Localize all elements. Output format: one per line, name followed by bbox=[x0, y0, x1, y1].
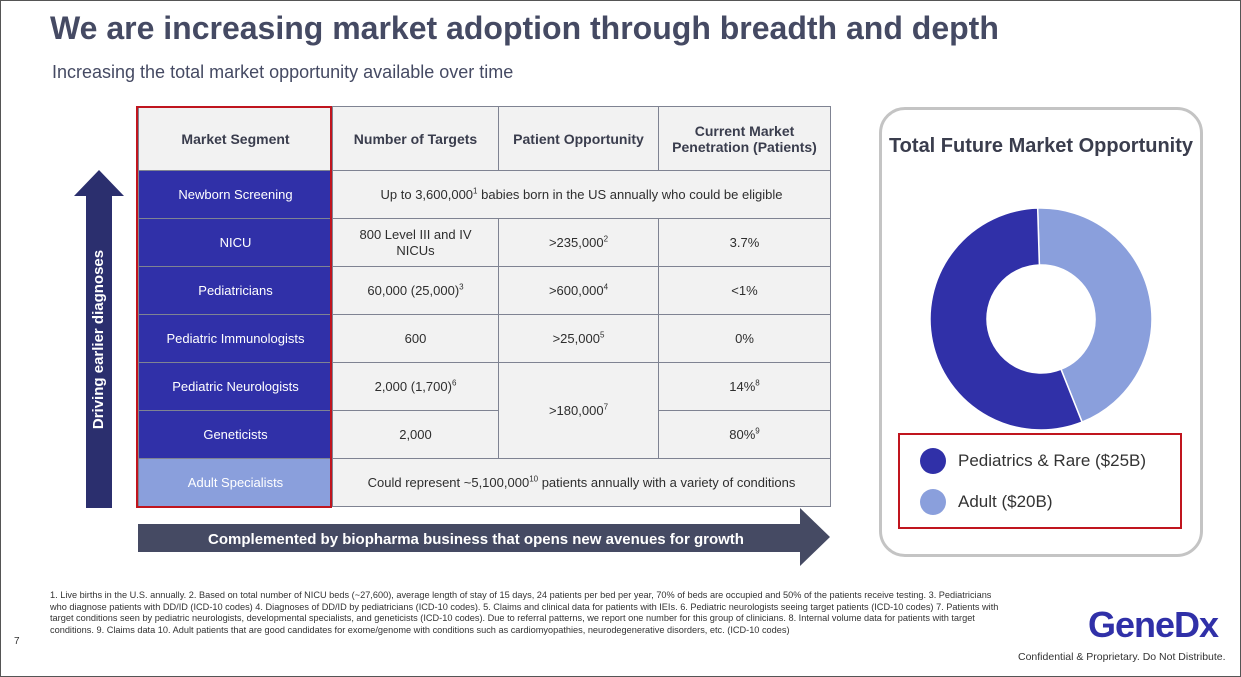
market-opportunity-panel: Total Future Market Opportunity Pediatri… bbox=[879, 107, 1203, 557]
pediatricians-penetration: <1% bbox=[658, 266, 831, 315]
segment-pediatric-neurologists: Pediatric Neurologists bbox=[138, 362, 333, 411]
footnotes: 1. Live births in the U.S. annually. 2. … bbox=[50, 590, 999, 635]
genedx-logo: GeneDx bbox=[1088, 604, 1219, 645]
biopharma-label: Complemented by biopharma business that … bbox=[208, 530, 744, 548]
table-row: Geneticists 2,000 80%9 bbox=[138, 410, 831, 459]
segment-pediatricians: Pediatricians bbox=[138, 266, 333, 315]
market-donut-chart bbox=[929, 207, 1153, 431]
header-patient-opportunity: Patient Opportunity bbox=[498, 106, 659, 171]
biopharma-arrow bbox=[138, 508, 830, 566]
neurologists-targets: 2,000 (1,700)6 bbox=[332, 362, 499, 411]
donut-slice-pediatrics-rare bbox=[929, 207, 1084, 431]
immunologists-targets: 600 bbox=[332, 314, 499, 363]
legend-label-pediatrics: Pediatrics & Rare ($25B) bbox=[958, 451, 1147, 470]
pediatricians-opportunity: >600,0004 bbox=[498, 266, 659, 315]
segment-geneticists: Geneticists bbox=[138, 410, 333, 459]
segment-nicu: NICU bbox=[138, 218, 333, 267]
header-market-segment: Market Segment bbox=[138, 106, 333, 171]
header-current-penetration: Current Market Penetration (Patients) bbox=[658, 106, 831, 171]
legend-label-adult: Adult ($20B) bbox=[958, 492, 1053, 511]
driving-earlier-label: Driving earlier diagnoses bbox=[90, 249, 108, 429]
header-number-of-targets: Number of Targets bbox=[332, 106, 499, 171]
legend-dot-pediatrics bbox=[920, 448, 946, 474]
panel-title: Total Future Market Opportunity bbox=[888, 135, 1194, 157]
table-row: Pediatric Immunologists 600 >25,0005 0% bbox=[138, 314, 831, 363]
driving-earlier-arrow bbox=[74, 170, 124, 508]
table-row: NICU 800 Level III and IV NICUs >235,000… bbox=[138, 218, 831, 267]
page-subtitle: Increasing the total market opportunity … bbox=[52, 62, 514, 82]
geneticists-targets: 2,000 bbox=[332, 410, 499, 459]
donut-slice-adult bbox=[1036, 207, 1153, 424]
market-segment-table: Market Segment Number of Targets Patient… bbox=[138, 106, 831, 507]
table-row: Pediatric Neurologists 2,000 (1,700)6 >1… bbox=[138, 362, 831, 459]
neuro-genetics-opportunity: >180,0007 bbox=[498, 362, 659, 459]
page-number: 7 bbox=[14, 636, 20, 647]
nicu-opportunity: >235,0002 bbox=[498, 218, 659, 267]
table-row: Pediatricians 60,000 (25,000)3 >600,0004… bbox=[138, 266, 831, 315]
legend-item-pediatrics: Pediatrics & Rare ($25B) bbox=[920, 447, 1146, 475]
newborn-description: Up to 3,600,0001 babies born in the US a… bbox=[332, 170, 831, 219]
nicu-penetration: 3.7% bbox=[658, 218, 831, 267]
immunologists-penetration: 0% bbox=[658, 314, 831, 363]
page-title: We are increasing market adoption throug… bbox=[50, 10, 999, 46]
pediatricians-targets: 60,000 (25,000)3 bbox=[332, 266, 499, 315]
legend-dot-adult bbox=[920, 489, 946, 515]
confidential-notice: Confidential & Proprietary. Do Not Distr… bbox=[1018, 651, 1226, 663]
immunologists-opportunity: >25,0005 bbox=[498, 314, 659, 363]
table-header-row: Market Segment Number of Targets Patient… bbox=[138, 106, 831, 171]
segment-newborn-screening: Newborn Screening bbox=[138, 170, 333, 219]
table-row: Adult Specialists Could represent ~5,100… bbox=[138, 458, 831, 507]
segment-adult-specialists: Adult Specialists bbox=[138, 458, 333, 507]
chart-legend: Pediatrics & Rare ($25B) Adult ($20B) bbox=[898, 433, 1182, 529]
nicu-targets: 800 Level III and IV NICUs bbox=[332, 218, 499, 267]
neurologists-penetration: 14%8 bbox=[658, 362, 831, 411]
adult-description: Could represent ~5,100,00010 patients an… bbox=[332, 458, 831, 507]
table-row: Newborn Screening Up to 3,600,0001 babie… bbox=[138, 170, 831, 219]
legend-item-adult: Adult ($20B) bbox=[920, 488, 1053, 516]
geneticists-penetration: 80%9 bbox=[658, 410, 831, 459]
segment-pediatric-immunologists: Pediatric Immunologists bbox=[138, 314, 333, 363]
